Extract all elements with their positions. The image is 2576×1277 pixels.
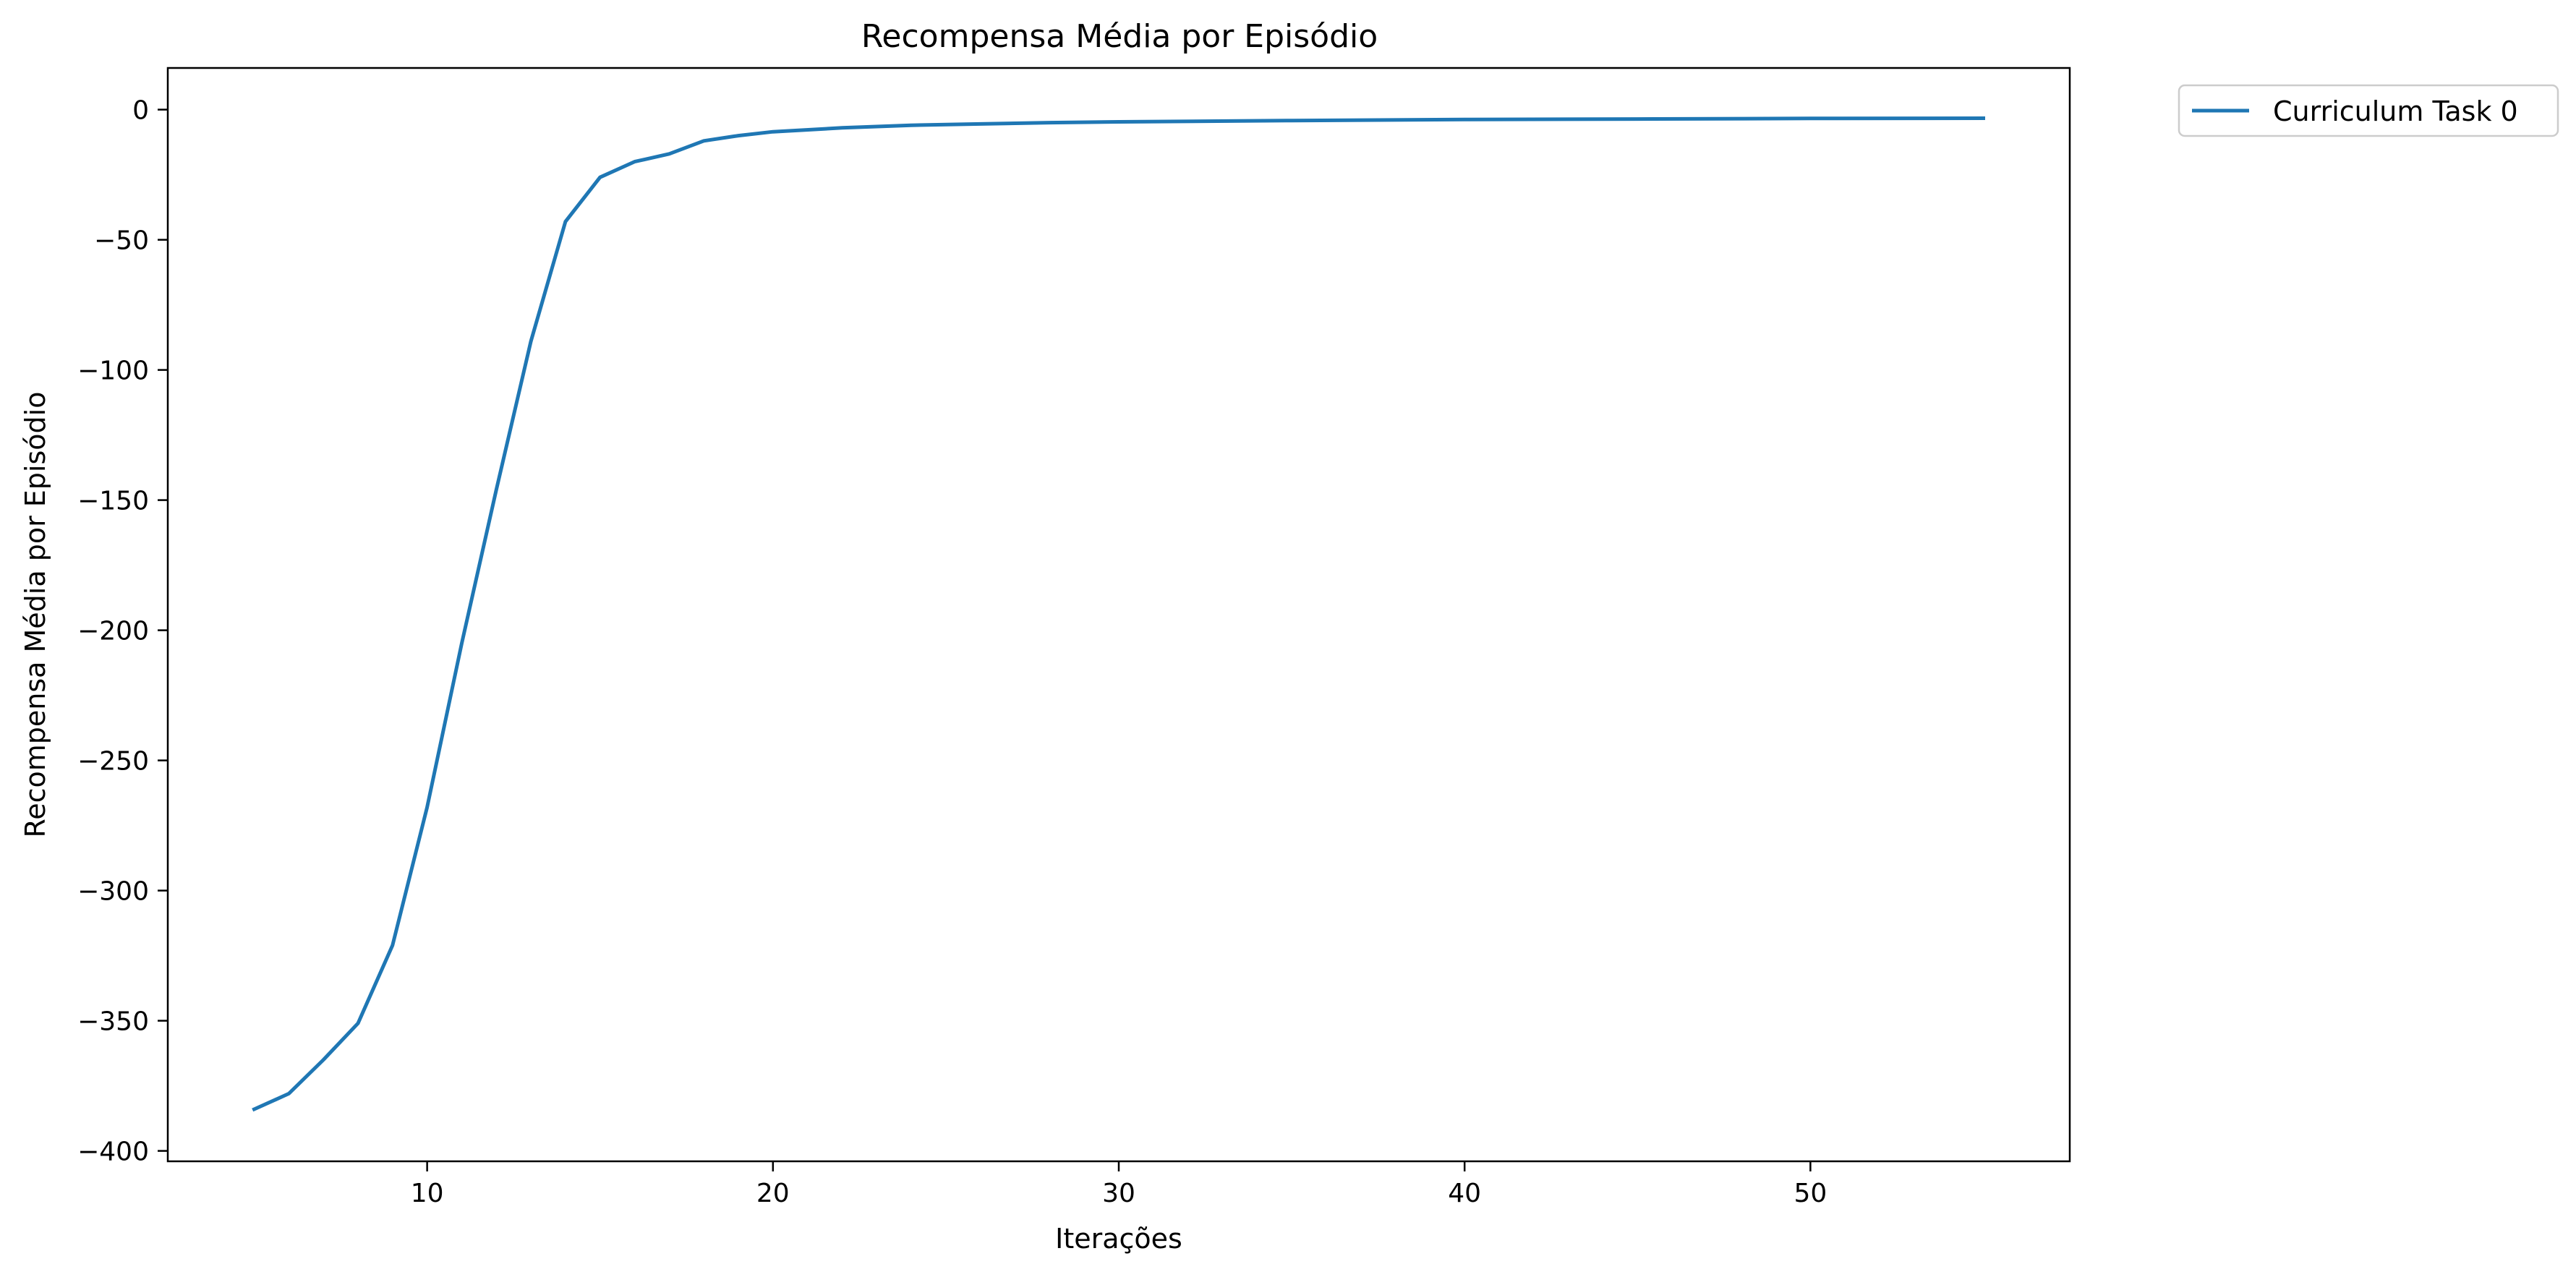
plot-area bbox=[166, 67, 2071, 1163]
y-tick-label: −300 bbox=[77, 877, 149, 907]
series-line-0 bbox=[252, 116, 1986, 1112]
legend: Curriculum Task 0 bbox=[2178, 84, 2559, 137]
legend-label-curriculum-task-0: Curriculum Task 0 bbox=[2273, 95, 2518, 127]
y-tick-label: −150 bbox=[77, 487, 149, 516]
x-tick-label: 30 bbox=[1102, 1179, 1135, 1208]
y-tick-label: −350 bbox=[77, 1007, 149, 1037]
x-axis-label: Iterações bbox=[1055, 1223, 1182, 1255]
legend-box bbox=[2178, 84, 2559, 137]
chart-title: Recompensa Média por Episódio bbox=[861, 18, 1378, 55]
y-tick-label: −400 bbox=[77, 1137, 149, 1167]
y-tick-label: −100 bbox=[77, 356, 149, 386]
x-tick-label: 10 bbox=[411, 1179, 444, 1208]
y-tick-label: −50 bbox=[94, 226, 149, 256]
y-tick-label: 0 bbox=[132, 96, 149, 126]
y-axis-label: Recompensa Média por Episódio bbox=[20, 392, 51, 838]
series-lines bbox=[252, 116, 1986, 1112]
y-tick-label: −250 bbox=[77, 747, 149, 777]
x-tick-label: 40 bbox=[1448, 1179, 1481, 1208]
x-axis-ticks: 10 20 30 40 50 bbox=[411, 1161, 1827, 1208]
y-tick-label: −200 bbox=[77, 617, 149, 646]
y-axis-ticks: 0 −50 −100 −150 −200 −250 −300 −350 −400 bbox=[77, 96, 168, 1167]
x-tick-label: 20 bbox=[756, 1179, 790, 1208]
x-tick-label: 50 bbox=[1794, 1179, 1827, 1208]
